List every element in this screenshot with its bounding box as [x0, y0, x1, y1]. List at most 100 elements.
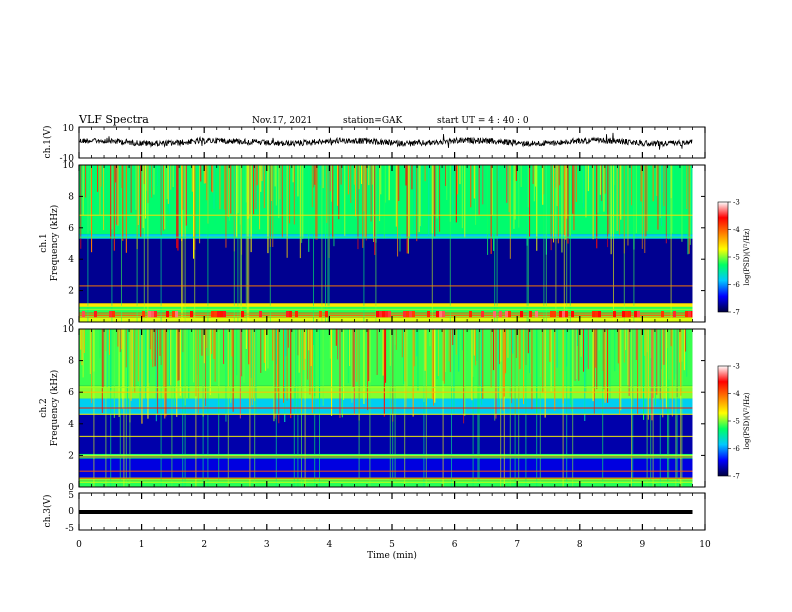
spectrogram-streak	[398, 165, 400, 201]
frequency-tick-label: 6	[68, 224, 74, 234]
spectrogram-streak	[122, 165, 124, 241]
spectrogram-streak	[117, 329, 119, 347]
spectrogram-streak	[494, 329, 496, 421]
spectrogram-streak	[437, 329, 439, 376]
spectrogram-streak	[681, 165, 683, 242]
spectrogram-streak	[487, 165, 489, 255]
spectrogram-streak	[495, 329, 497, 419]
spectrogram-streak	[669, 165, 671, 228]
ch1-spectrogram-image	[79, 165, 705, 322]
spectrogram-streak	[549, 329, 551, 362]
spectrogram-streak	[429, 329, 431, 347]
spectrogram-streak	[553, 165, 555, 243]
spectrogram-streak	[473, 329, 475, 356]
spectrogram-hot	[553, 311, 556, 318]
spectrogram-streak	[464, 329, 466, 416]
spectrogram-streak	[494, 165, 496, 322]
ch3-ytick-bottom: -5	[65, 524, 74, 534]
time-axis-ticks	[78, 127, 706, 530]
spectrogram-streak	[245, 329, 247, 349]
spectrogram-hot	[499, 311, 502, 318]
spectrogram-streak	[244, 165, 246, 223]
spectrogram-streak	[140, 329, 142, 409]
spectrogram-hot	[571, 311, 574, 318]
spectrogram-streak	[267, 329, 269, 369]
spectrogram-streak	[289, 165, 291, 224]
spectrogram-streak	[595, 329, 597, 368]
spectrogram-streak	[131, 329, 133, 389]
spectrogram-streak	[673, 165, 675, 220]
spectrogram-streak	[161, 329, 163, 354]
spectrogram-streak	[421, 165, 423, 228]
spectrogram-line	[79, 386, 693, 389]
spectrogram-streak	[509, 165, 511, 259]
spectrogram-hot	[295, 311, 298, 318]
spectrogram-streak	[575, 329, 577, 379]
spectrogram-streak	[388, 165, 390, 201]
spectrogram-streak	[149, 329, 151, 350]
spectrogram-streak	[407, 165, 409, 254]
spectrogram-streak	[371, 165, 373, 185]
spectrogram-streak	[543, 165, 545, 322]
spectrogram-streak	[237, 165, 239, 322]
spectrogram-streak	[449, 329, 451, 372]
spectrogram-hot	[481, 311, 484, 318]
spectrogram-streak	[197, 329, 199, 414]
spectrogram-streak	[679, 329, 681, 363]
spectrogram-streak	[145, 329, 147, 399]
spectrogram-streak	[473, 165, 475, 199]
spectrogram-streak	[458, 165, 460, 225]
spectrogram-streak	[311, 329, 313, 414]
spectrogram-band	[79, 234, 693, 239]
spectrogram-streak	[603, 329, 605, 390]
spectrogram-streak	[113, 329, 115, 418]
ch1-ytick-bottom: -10	[60, 154, 75, 164]
spectrogram-streak	[157, 165, 159, 186]
spectrogram-hot	[508, 311, 511, 318]
spectrogram-streak	[233, 165, 235, 322]
spectrogram-streak	[351, 329, 353, 403]
spectrogram-streak	[587, 329, 589, 370]
spectrogram-streak	[461, 165, 463, 229]
spectrogram-streak	[121, 165, 122, 322]
spectrogram-streak	[241, 329, 243, 377]
spectrogram-hot	[175, 311, 178, 318]
spectrogram-streak	[674, 329, 676, 380]
spectrogram-streak	[523, 329, 525, 405]
spectrogram-streak	[380, 165, 382, 195]
spectrogram-streak	[176, 165, 178, 249]
spectrogram-streak	[610, 165, 612, 255]
spectrogram-streak	[656, 329, 658, 395]
spectrogram-hot	[325, 311, 328, 318]
ch1-frequency-ylabel: Frequency (kHz)	[49, 205, 60, 282]
spectrogram-streak	[405, 329, 407, 408]
spectrogram-streak	[508, 165, 510, 213]
spectrogram-band	[79, 238, 693, 304]
spectrogram-streak	[329, 165, 331, 192]
colorbar-tick-label: -6	[733, 445, 740, 453]
spectrogram-streak	[169, 165, 171, 215]
spectrogram-streak	[637, 329, 639, 414]
spectrogram-streak	[207, 165, 209, 322]
ch1-frequency-ticks: 0 2 4 6 8 10	[63, 161, 705, 328]
spectrogram-streak	[137, 165, 139, 225]
spectrogram-streak	[260, 165, 262, 192]
spectrogram-streak	[159, 329, 161, 356]
ch1-colorbar-ticks: -3 -4 -5 -6 -7	[728, 199, 740, 317]
frequency-tick-label: 0	[68, 483, 74, 493]
spectrogram-streak	[122, 329, 124, 409]
spectrogram-streak	[554, 329, 556, 411]
spectrogram-streak	[177, 165, 179, 251]
spectrogram-streak	[505, 329, 507, 374]
ch1-colorbar-label: log(PSD)(V²/Hz)	[743, 228, 751, 285]
spectrogram-streak	[353, 329, 355, 415]
ch2-colorbar-label: log(PSD)(V²/Hz)	[743, 392, 751, 449]
spectrogram-streak	[573, 165, 575, 231]
spectrogram-streak	[110, 165, 112, 239]
spectrogram-streak	[417, 329, 419, 391]
spectrogram-streak	[166, 165, 168, 200]
spectrogram-streak	[379, 165, 381, 222]
spectrogram-streak	[645, 165, 647, 237]
spectrogram-streak	[475, 329, 477, 366]
spectrogram-streak	[191, 165, 193, 192]
